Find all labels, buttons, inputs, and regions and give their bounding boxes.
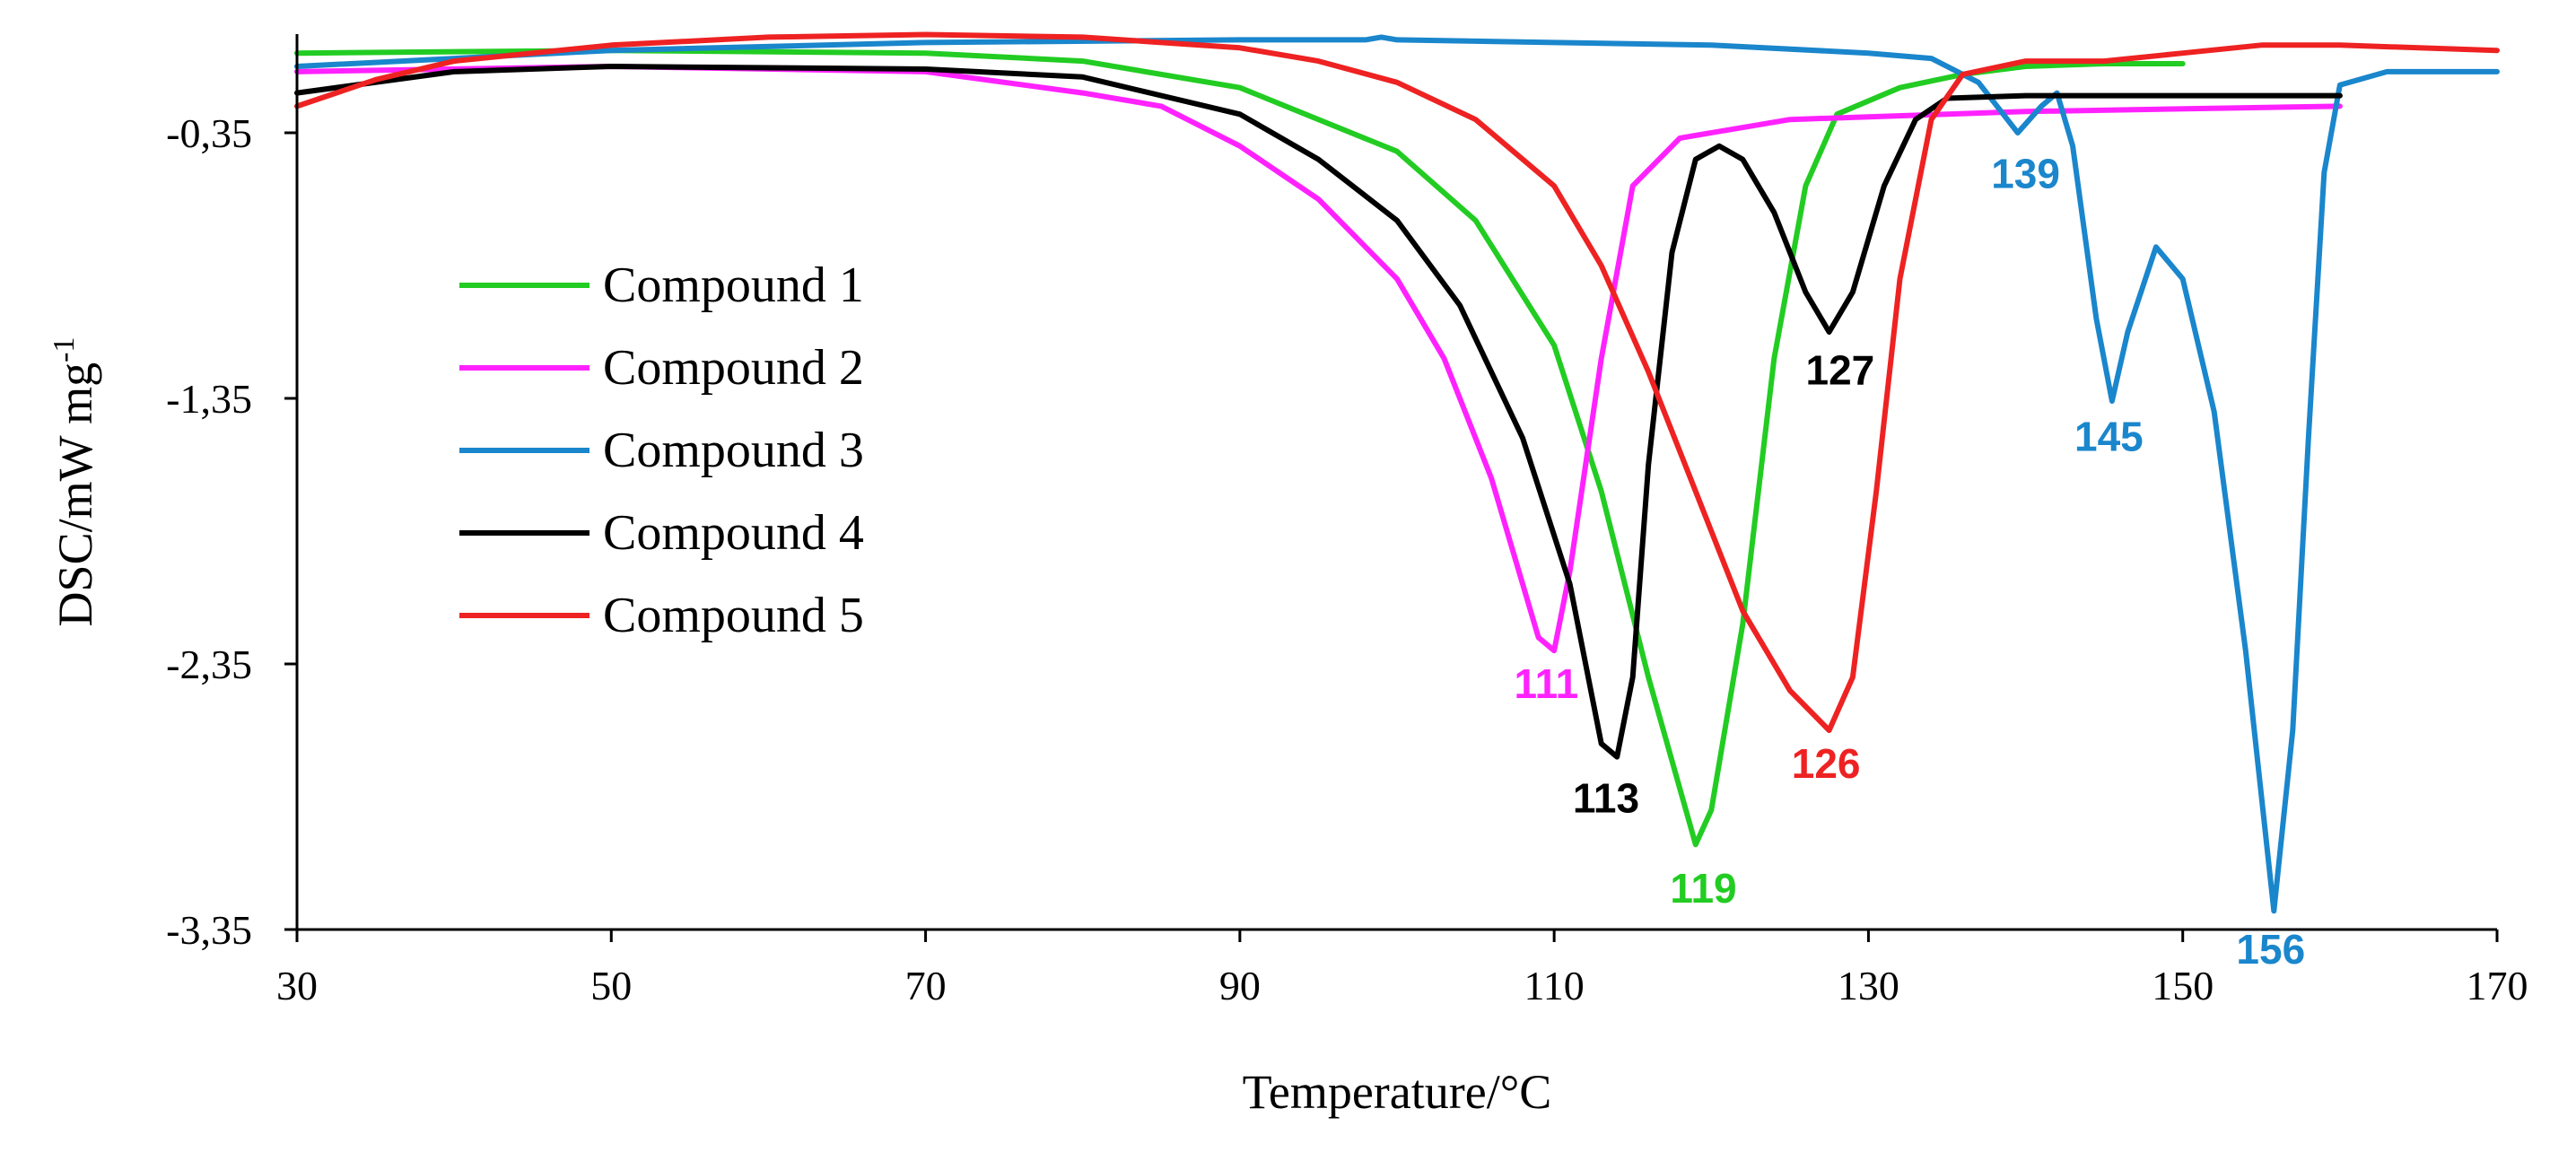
legend-label-compound-3: Compound 3 (603, 423, 864, 478)
series-line-compound-4 (294, 64, 2343, 760)
x-tick-label: 30 (276, 963, 318, 1008)
axes (295, 34, 2497, 931)
peak-label-139: 139 (1991, 151, 2060, 197)
x-tick-label: 170 (2467, 963, 2528, 1008)
legend-label-compound-4: Compound 4 (603, 505, 864, 561)
peak-label-119: 119 (1670, 865, 1736, 912)
y-tick-label: -2,35 (166, 642, 252, 687)
y-tick-label: -3,35 (166, 907, 252, 953)
peak-label-113: 113 (1573, 774, 1639, 821)
series-line-compound-3 (294, 34, 2500, 914)
peak-label-145: 145 (2074, 414, 2144, 460)
series-line-compound-1 (294, 48, 2186, 848)
y-axis-title: DSC/mW mg-1 (48, 337, 102, 627)
peak-label-111: 111 (1515, 660, 1579, 707)
y-axis-title-main: DSC/mW mg (48, 362, 102, 627)
legend-label-compound-2: Compound 2 (603, 340, 864, 396)
x-tick-label: 50 (590, 963, 632, 1008)
ticks: 30 50 70 90 110 130 150 170 -0,35 -1,35 -2,35 -3,35 (166, 110, 2528, 1008)
x-tick-label: 130 (1838, 963, 1899, 1008)
x-tick-label: 110 (1524, 963, 1584, 1008)
x-tick-label: 150 (2152, 963, 2214, 1008)
series-line-compound-5 (294, 31, 2500, 733)
y-axis-title-superscript: -1 (48, 337, 81, 362)
y-tick-label: -1,35 (166, 376, 252, 422)
series-line-compound-2 (294, 64, 2343, 654)
legend: Compound 1 Compound 2 Compound 3 Compound 4… (459, 258, 864, 643)
peak-label-126: 126 (1792, 740, 1861, 787)
x-tick-label: 90 (1219, 963, 1261, 1008)
plot-area (294, 31, 2500, 914)
peak-label-127: 127 (1806, 347, 1875, 394)
peak-annotations: 111 113 119 126 127 139 145 156 (1515, 151, 2306, 973)
peak-label-156: 156 (2236, 926, 2305, 973)
y-tick-label: -0,35 (166, 110, 252, 156)
x-tick-label: 70 (905, 963, 947, 1008)
legend-label-compound-1: Compound 1 (603, 258, 864, 313)
x-axis-title: Temperature/°C (1243, 1065, 1552, 1119)
legend-label-compound-5: Compound 5 (603, 588, 864, 643)
